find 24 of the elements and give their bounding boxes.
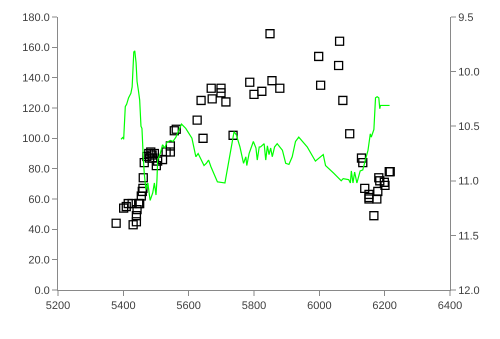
y-tick-label: 0.0: [34, 284, 50, 297]
x-tick-label: 5800: [242, 300, 266, 312]
x-tick-label: 5600: [176, 300, 201, 312]
y-tick-label: 120.0: [22, 102, 50, 115]
y2-tick-label: 10.0: [458, 66, 480, 78]
y2-tick-label: 12.0: [458, 284, 480, 297]
line-series: [120, 50, 390, 202]
y-tick-label: 140.0: [22, 72, 50, 85]
y-tick-label: 20.0: [28, 254, 50, 267]
y2-tick-label: 10.5: [458, 121, 480, 134]
y2-tick-label: 11.5: [458, 230, 479, 242]
y-tick-label: 180.0: [22, 12, 50, 24]
x-tick-label: 6400: [438, 300, 462, 312]
y-tick-label: 100.0: [22, 133, 50, 146]
y-tick-label: 80.0: [28, 164, 50, 176]
y-tick-label: 40.0: [28, 224, 50, 236]
x-tick-label: 6200: [372, 300, 397, 312]
x-tick-label: 6000: [307, 300, 332, 312]
x-tick-label: 5400: [111, 300, 136, 312]
y2-tick-label: 9.5: [458, 12, 474, 24]
x-tick-label: 5200: [46, 300, 70, 312]
y2-tick-label: 11.0: [458, 176, 479, 188]
y-tick-label: 60.0: [28, 194, 50, 206]
y-tick-label: 160.0: [22, 42, 50, 54]
